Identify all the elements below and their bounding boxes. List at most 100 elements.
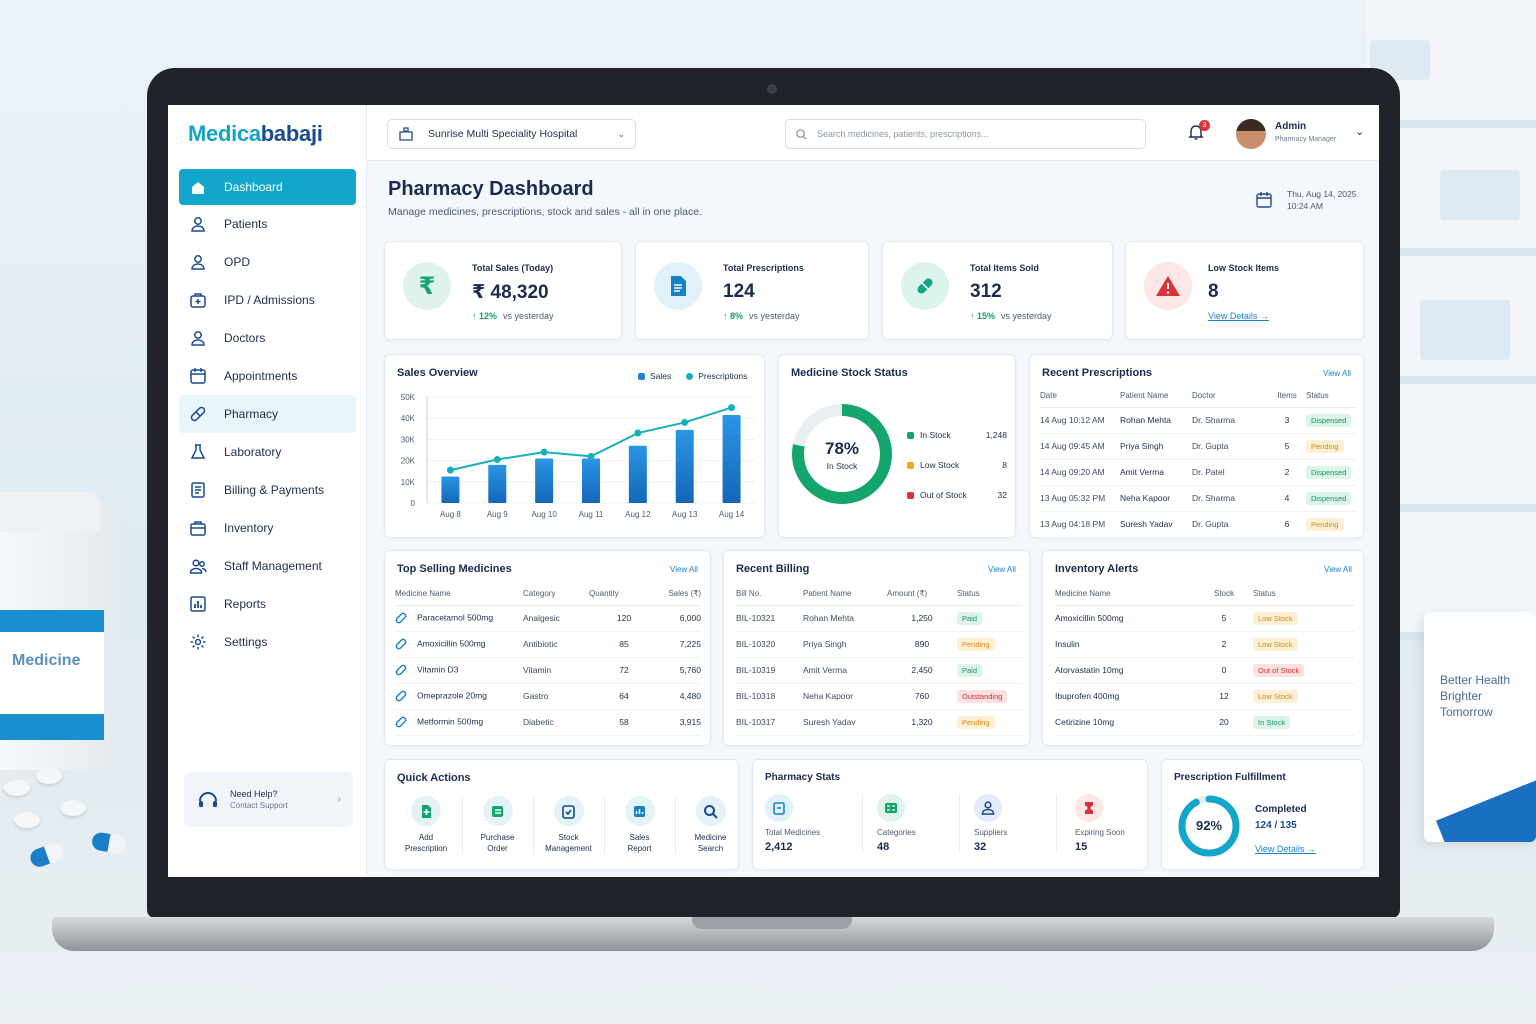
rupee-icon: ₹ bbox=[403, 262, 451, 310]
table-row[interactable]: Amoxicillin 500mg Antibiotic 85 7,225 bbox=[395, 631, 701, 658]
bar-sales[interactable] bbox=[441, 476, 460, 504]
table-row[interactable]: 14 Aug 09:20 AM Amit Verma Dr. Patel 2 Dispe… bbox=[1040, 459, 1356, 486]
search-placeholder: Search medicines, patients, prescription… bbox=[817, 129, 989, 139]
fulfillment-ring bbox=[1178, 795, 1240, 857]
bar-sales[interactable] bbox=[628, 445, 647, 503]
stat-categories[interactable]: Categories 48 bbox=[862, 794, 952, 853]
sidebar-item-laboratory[interactable]: Laboratory bbox=[179, 433, 356, 471]
user-menu[interactable]: Admin Pharmacy Manager bbox=[1275, 121, 1336, 143]
background-box bbox=[1440, 170, 1520, 220]
view-details-link[interactable]: View Details → bbox=[1208, 311, 1269, 321]
quick-action-order[interactable]: Purchase Order bbox=[462, 796, 532, 854]
sidebar-item-settings[interactable]: Settings bbox=[179, 623, 356, 661]
stat-expiring-soon[interactable]: Expiring Soon 15 bbox=[1056, 794, 1146, 853]
table-row[interactable]: Paracetamol 500mg Analgesic 120 6,000 bbox=[395, 605, 701, 632]
view-all-link[interactable]: View All bbox=[988, 565, 1016, 574]
view-all-link[interactable]: View All bbox=[1324, 565, 1352, 574]
table-row[interactable]: 13 Aug 04:18 PM Suresh Yadav Dr. Gupta 6 Pen… bbox=[1040, 511, 1356, 538]
point-prescriptions[interactable] bbox=[493, 456, 501, 464]
kpi-card-sales[interactable]: ₹ Total Sales (Today) ₹ 48,320 ↑ 12% vs y… bbox=[384, 241, 622, 340]
point-prescriptions[interactable] bbox=[728, 404, 736, 412]
capsule bbox=[27, 840, 67, 870]
status-badge: Dispensed bbox=[1306, 491, 1352, 505]
table-row[interactable]: Omeprazole 20mg Gastro 64 4,480 bbox=[395, 683, 701, 710]
table-cell: Diabetic bbox=[523, 709, 589, 736]
column-header: Patient Name bbox=[1120, 385, 1192, 408]
point-prescriptions[interactable] bbox=[446, 466, 454, 474]
quick-action-report[interactable]: Sales Report bbox=[604, 796, 674, 854]
table-cell: BIL-10317 bbox=[736, 709, 803, 736]
point-prescriptions[interactable] bbox=[587, 452, 595, 460]
quick-action-prescription[interactable]: Add Prescription bbox=[391, 796, 461, 854]
hospital-selector[interactable]: Sunrise Multi Speciality Hospital ⌄ bbox=[387, 119, 636, 149]
notification-button[interactable]: 3 bbox=[1187, 120, 1210, 146]
sidebar-item-inventory[interactable]: Inventory bbox=[179, 509, 356, 547]
sidebar-item-patients[interactable]: Patients bbox=[179, 205, 356, 243]
sidebar-item-pharmacy[interactable]: Pharmacy bbox=[179, 395, 356, 433]
bar-sales[interactable] bbox=[675, 429, 694, 503]
stock-legend: In Stock 1,248 Low Stock 8 Out of Stock 32 bbox=[907, 420, 1007, 510]
table-row[interactable]: Amoxicillin 500mg 5 Low Stock bbox=[1055, 605, 1355, 632]
bar-sales[interactable] bbox=[488, 464, 507, 503]
sidebar-item-reports[interactable]: Reports bbox=[179, 585, 356, 623]
sidebar-item-dashboard[interactable]: Dashboard bbox=[179, 169, 356, 205]
bar-sales[interactable] bbox=[582, 458, 600, 503]
quick-action-management[interactable]: Stock Management bbox=[533, 796, 603, 854]
kpi-label: Low Stock Items bbox=[1208, 263, 1280, 273]
pill-icon bbox=[901, 262, 949, 310]
table-cell: 4 bbox=[1268, 485, 1306, 512]
column-header: Status bbox=[1306, 385, 1356, 408]
table-row[interactable]: BIL-10320 Priya Singh 890 Pending bbox=[736, 631, 1022, 658]
table-row[interactable]: Atorvastatin 10mg 0 Out of Stock bbox=[1055, 657, 1355, 684]
y-tick-label: 0 bbox=[411, 499, 416, 508]
kpi-card-prescriptions[interactable]: Total Prescriptions 124 ↑ 8% vs yesterday bbox=[635, 241, 869, 340]
table-row[interactable]: BIL-10319 Amit Verma 2,450 Paid bbox=[736, 657, 1022, 684]
quick-action-search[interactable]: Medicine Search bbox=[675, 796, 745, 854]
chevron-down-icon[interactable]: ⌄ bbox=[1355, 126, 1365, 138]
table-row[interactable]: 14 Aug 10:12 AM Rohan Mehta Dr. Sharma 3 Dis… bbox=[1040, 407, 1356, 434]
search-input[interactable]: Search medicines, patients, prescription… bbox=[785, 119, 1146, 149]
table-row[interactable]: BIL-10318 Neha Kapoor 760 Outstanding bbox=[736, 683, 1022, 710]
table-row[interactable]: Cetirizine 10mg 20 In Stock bbox=[1055, 709, 1355, 736]
sidebar-item-staff-management[interactable]: Staff Management bbox=[179, 547, 356, 585]
sidebar-item-billing-payments[interactable]: Billing & Payments bbox=[179, 471, 356, 509]
point-prescriptions[interactable] bbox=[681, 418, 689, 426]
kpi-card-items-sold[interactable]: Total Items Sold 312 ↑ 15% vs yesterday bbox=[882, 241, 1113, 340]
table-cell: BIL-10321 bbox=[736, 605, 803, 632]
view-details-link[interactable]: View Details → bbox=[1255, 844, 1316, 854]
brand-logo[interactable]: Medicababaji bbox=[188, 121, 323, 146]
table-row[interactable]: 14 Aug 09:45 AM Priya Singh Dr. Gupta 5 Pend… bbox=[1040, 433, 1356, 460]
table-row[interactable]: Insulin 2 Low Stock bbox=[1055, 631, 1355, 658]
table-cell: Suresh Yadav bbox=[803, 709, 887, 736]
sidebar-item-label: OPD bbox=[224, 255, 251, 269]
pill-icon bbox=[395, 716, 407, 728]
bar-sales[interactable] bbox=[535, 458, 554, 503]
table-row[interactable]: 13 Aug 05:32 PM Neha Kapoor Dr. Sharma 4 Dis… bbox=[1040, 485, 1356, 512]
stat-suppliers[interactable]: Suppliers 32 bbox=[959, 794, 1049, 853]
point-prescriptions[interactable] bbox=[634, 429, 642, 437]
sidebar-item-ipd-admissions[interactable]: IPD / Admissions bbox=[179, 281, 356, 319]
view-all-link[interactable]: View All bbox=[1323, 369, 1351, 378]
table-row[interactable]: Ibuprofen 400mg 12 Low Stock bbox=[1055, 683, 1355, 710]
table-row[interactable]: Metformin 500mg Diabetic 58 3,915 bbox=[395, 709, 701, 736]
recent-billing-card: Recent Billing View All Bill No. Patient … bbox=[723, 550, 1030, 746]
avatar[interactable] bbox=[1236, 119, 1266, 149]
point-prescriptions[interactable] bbox=[540, 448, 548, 456]
sidebar-item-doctors[interactable]: Doctors bbox=[179, 319, 356, 357]
sidebar-item-opd[interactable]: OPD bbox=[179, 243, 356, 281]
table-row[interactable]: BIL-10317 Suresh Yadav 1,320 Pending bbox=[736, 709, 1022, 736]
user-icon bbox=[191, 255, 205, 270]
table-row[interactable]: Vitamin D3 Vitamin 72 5,760 bbox=[395, 657, 701, 684]
table-cell: 58 bbox=[589, 709, 659, 736]
legend-swatch bbox=[907, 461, 914, 469]
stock-legend-item: Low Stock 8 bbox=[907, 450, 1007, 480]
sidebar-item-appointments[interactable]: Appointments bbox=[179, 357, 356, 395]
help-card[interactable]: Need Help? Contact Support › bbox=[184, 772, 353, 827]
suppliers-icon bbox=[981, 801, 995, 815]
stat-total-medicines[interactable]: Total Medicines 2,412 bbox=[765, 794, 855, 853]
bar-sales[interactable] bbox=[722, 415, 741, 503]
invoice-icon bbox=[191, 482, 205, 498]
table-row[interactable]: BIL-10321 Rohan Mehta 1,250 Paid bbox=[736, 605, 1022, 632]
view-all-link[interactable]: View All bbox=[670, 565, 698, 574]
kpi-card-low-stock[interactable]: Low Stock Items 8 View Details → bbox=[1125, 241, 1364, 340]
